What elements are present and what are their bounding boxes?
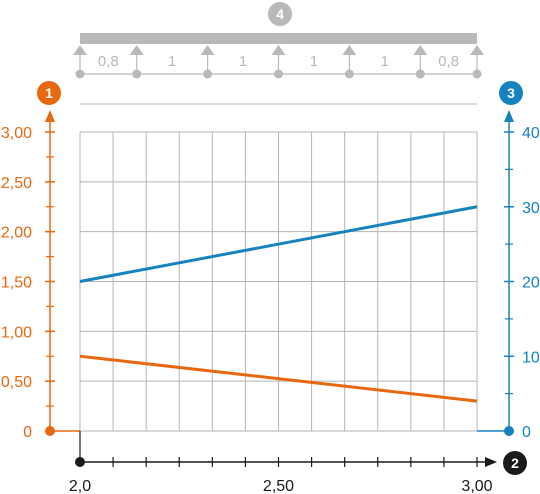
x-axis-tick-label: 3,00 bbox=[461, 478, 492, 494]
badge-beam-label: 4 bbox=[276, 6, 284, 22]
badge-left-axis-circle bbox=[37, 81, 61, 105]
dimension-node bbox=[75, 69, 85, 79]
left-axis-tick-label: 0 bbox=[23, 424, 32, 441]
right-axis-tick-label: 30 bbox=[522, 200, 540, 217]
support-triangle-icon bbox=[470, 45, 484, 55]
left-axis-tick-label: 1,50 bbox=[1, 275, 32, 292]
span-label: 0,8 bbox=[438, 53, 459, 70]
right-axis-tick-label: 0 bbox=[522, 424, 531, 441]
left-axis-tick-label: 0,50 bbox=[1, 374, 32, 391]
support-triangle-icon bbox=[200, 45, 215, 55]
left-axis-tick-label: 2,50 bbox=[1, 175, 32, 192]
dimension-node bbox=[344, 69, 354, 79]
grid bbox=[79, 103, 478, 432]
dimension-node bbox=[203, 69, 213, 79]
dimension-node bbox=[132, 69, 142, 79]
left-axis-tick-label: 3,00 bbox=[1, 125, 32, 142]
right-axis-origin-dot bbox=[504, 426, 514, 436]
span-label: 1 bbox=[168, 53, 176, 70]
series-line-right bbox=[79, 205, 478, 283]
support-triangle-icon bbox=[73, 45, 87, 55]
left-axis-origin-dot bbox=[45, 426, 55, 436]
right-axis-tick-label: 40 bbox=[522, 125, 540, 142]
span-label: 1 bbox=[381, 53, 389, 70]
bottom-axis-arrow-icon bbox=[485, 457, 497, 467]
span-label: 1 bbox=[310, 53, 318, 70]
left-axis-tick-label: 2,00 bbox=[1, 225, 32, 242]
axes: 0 0,50 1,00 1,50 2,00 2,50 3,00 0 10 20 30 40 2,0 2,5… bbox=[1, 110, 540, 494]
support-triangle-icon bbox=[271, 45, 286, 55]
dimension-node bbox=[472, 69, 482, 79]
beam-bar bbox=[80, 33, 477, 44]
x-axis-tick-label: 2,50 bbox=[263, 478, 294, 494]
right-axis-tick-label: 20 bbox=[522, 275, 540, 292]
series-line-left bbox=[79, 354, 478, 403]
right-axis-tick-label: 10 bbox=[522, 349, 540, 366]
dimension-node bbox=[415, 69, 425, 79]
support-triangle-icon bbox=[342, 45, 357, 55]
left-axis-arrow-icon bbox=[45, 110, 55, 122]
badges: 1 3 2 4 bbox=[37, 2, 527, 475]
support-triangle-icon bbox=[413, 45, 428, 55]
badge-left-axis-label: 1 bbox=[45, 85, 53, 101]
badge-bottom-axis-circle bbox=[503, 451, 527, 475]
span-label: 1 bbox=[239, 53, 247, 70]
beam-diagram: 0,8 1 1 1 1 0,8 bbox=[73, 33, 484, 79]
left-axis-tick-label: 1,00 bbox=[1, 324, 32, 341]
badge-right-axis-circle bbox=[499, 81, 523, 105]
bottom-axis-origin-dot bbox=[75, 457, 85, 467]
dimension-node bbox=[274, 69, 283, 79]
support-triangle-icon bbox=[129, 45, 144, 55]
badge-right-axis-label: 3 bbox=[507, 85, 515, 101]
x-axis-tick-label: 2,0 bbox=[69, 478, 91, 494]
badge-beam-circle bbox=[268, 2, 292, 26]
badge-bottom-axis-label: 2 bbox=[511, 455, 519, 471]
right-axis-arrow-icon bbox=[504, 110, 514, 122]
span-label: 0,8 bbox=[98, 53, 119, 70]
series-lines bbox=[79, 205, 478, 403]
